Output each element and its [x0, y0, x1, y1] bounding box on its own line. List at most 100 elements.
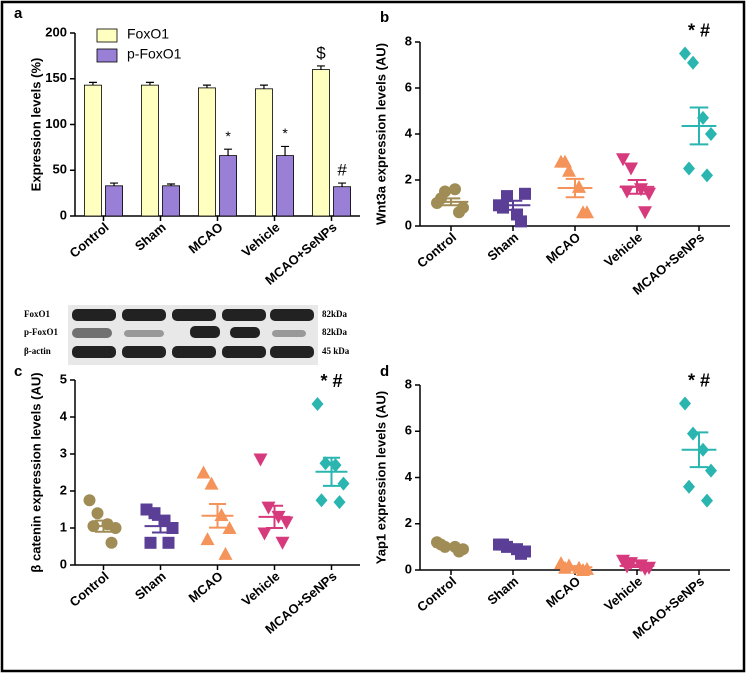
x-tick-label: MCAO: [186, 219, 226, 256]
error-bar: [110, 182, 119, 186]
data-point: [687, 426, 699, 441]
significance-marker: * #: [688, 20, 710, 40]
panel-label: d: [380, 363, 389, 380]
error-bar: [94, 519, 113, 533]
data-point: [449, 183, 461, 196]
data-point: [642, 187, 656, 201]
data-point: [218, 546, 233, 560]
data-point: [105, 536, 118, 549]
blot-row-label: p-FoxO1: [24, 327, 59, 337]
data-point: [687, 55, 699, 70]
error-bar: [88, 81, 97, 86]
data-point: [275, 536, 290, 550]
error-bar: [627, 179, 647, 195]
y-tick-label: 8: [405, 376, 412, 391]
data-point: [315, 493, 328, 508]
data-point: [83, 494, 96, 507]
bar: [311, 69, 330, 217]
blot-row-label: FoxO1: [24, 309, 50, 319]
data-point: [620, 185, 634, 199]
error-bar: [689, 106, 709, 146]
data-point: [519, 187, 531, 200]
data-point: [497, 201, 509, 214]
error-bar: [259, 84, 268, 89]
error-bar: [145, 81, 154, 86]
x-tick-label: Control: [414, 573, 459, 614]
blot-bands: [72, 309, 314, 358]
y-tick-label: 4: [405, 125, 413, 140]
error-bar: [265, 504, 284, 529]
error-bar: [565, 177, 585, 199]
bar: [254, 88, 273, 217]
x-tick-label: MCAO: [186, 568, 226, 605]
panel-label: a: [14, 5, 23, 22]
western-blot: FoxO1 p-FoxO1 β-actin 82kDa 82kDa 45 kDa: [24, 305, 350, 365]
x-tick-label: Vehicle: [601, 229, 645, 269]
data-point: [162, 536, 175, 549]
significance-marker: * #: [320, 371, 342, 391]
data-point: [705, 463, 717, 478]
y-tick-label: 0: [60, 556, 67, 571]
y-axis-label: Wnt3a expression levels (AU): [373, 43, 388, 225]
x-tick-label: Sham: [132, 568, 169, 602]
y-axis-label: β catenin expression levels (AU): [28, 372, 43, 572]
error-bar: [322, 456, 341, 487]
significance-marker: *: [282, 125, 288, 141]
data-point: [333, 495, 346, 510]
blot-size-label: 82kDa: [322, 309, 348, 319]
blot-size-label: 45 kDa: [322, 346, 350, 356]
data-point: [679, 46, 691, 61]
data-point: [558, 154, 572, 168]
data-point: [576, 205, 590, 219]
error-bar: [689, 431, 709, 469]
y-axis-label: Expression levels (%): [28, 58, 43, 192]
bar: [276, 155, 295, 217]
x-tick-label: Control: [67, 568, 112, 609]
data-point: [515, 547, 527, 560]
data-point: [616, 153, 630, 167]
data-point: [91, 507, 104, 520]
data-point: [166, 522, 179, 534]
error-bar: [441, 197, 461, 207]
legend-label: FoxO1: [127, 26, 169, 42]
y-axis-label: Yap1 expression levels (AU): [373, 391, 388, 564]
bar: [219, 155, 238, 217]
panel-label: c: [14, 363, 22, 380]
y-tick-label: 6: [405, 423, 412, 438]
y-tick-label: 50: [53, 162, 67, 177]
blot-size-label: 82kDa: [322, 327, 348, 337]
data-point: [638, 206, 652, 220]
y-tick-label: 4: [60, 408, 68, 423]
data-point: [705, 127, 717, 141]
x-tick-label: Sham: [132, 219, 169, 253]
data-point: [253, 453, 268, 467]
error-bar: [167, 183, 176, 186]
panel-label: b: [380, 9, 389, 26]
significance-marker: #: [337, 161, 347, 180]
y-tick-label: 8: [405, 33, 412, 48]
y-tick-label: 0: [60, 207, 67, 222]
y-tick-label: 2: [405, 515, 412, 530]
error-bar: [503, 545, 523, 551]
data-point: [562, 163, 576, 177]
data-point: [279, 516, 294, 530]
significance-marker: * #: [688, 370, 710, 390]
data-point: [257, 527, 272, 541]
bar: [84, 84, 102, 217]
data-point: [311, 397, 324, 412]
data-point: [701, 493, 713, 508]
data-point: [204, 476, 219, 490]
data-point: [196, 465, 211, 479]
error-bar: [565, 565, 585, 570]
y-tick-label: 6: [405, 79, 412, 94]
data-point: [683, 479, 695, 494]
legend-swatch: [96, 48, 118, 63]
data-point: [109, 522, 122, 534]
error-bar: [224, 148, 233, 156]
data-point: [683, 161, 695, 176]
y-tick-label: 4: [405, 469, 413, 484]
y-tick-label: 200: [45, 24, 67, 39]
error-bar: [503, 199, 523, 211]
error-bar: [151, 518, 170, 534]
